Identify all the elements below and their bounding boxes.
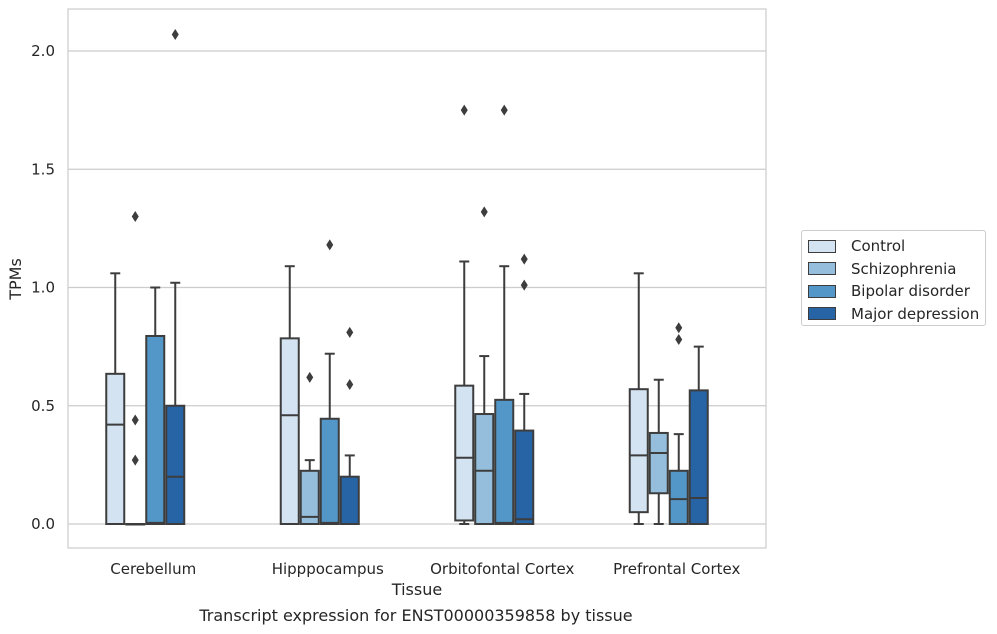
box-iqr (668, 469, 689, 526)
legend-item: Major depression (808, 303, 985, 326)
outlier-point (306, 371, 314, 383)
outlier-point (480, 206, 488, 218)
box-control (105, 272, 126, 526)
x-tick-label: Prefrontal Cortex (613, 560, 740, 578)
box-bipolar-disorder (145, 286, 166, 526)
x-tick-labels: Cerebellum Hipppocampus Orbitofontal Corte… (110, 560, 740, 578)
outlier-point (500, 104, 508, 116)
legend-item: Bipolar disorder (808, 280, 985, 303)
y-tick-label: 0.0 (31, 515, 55, 533)
outlier-point (326, 239, 334, 251)
box-iqr (454, 384, 475, 522)
box-control (628, 272, 649, 525)
y-tick-label: 1.5 (31, 160, 55, 178)
outlier-point (346, 378, 354, 390)
legend-item: Schizophrenia (808, 258, 985, 281)
legend-swatch (808, 239, 836, 253)
y-tick-labels: 0.0 0.5 1.0 1.5 2.0 (31, 42, 55, 533)
box-iqr (105, 372, 126, 526)
legend-swatch (808, 307, 836, 321)
box-iqr (628, 388, 649, 514)
box-major-depression (688, 345, 709, 525)
box-iqr (339, 475, 360, 526)
box-iqr (474, 413, 495, 525)
outlier-point (675, 322, 683, 334)
legend-item: Control (808, 235, 985, 258)
y-tick-label: 2.0 (31, 42, 55, 60)
box-schizophrenia (125, 211, 146, 526)
box-schizophrenia (474, 206, 495, 525)
box-control (454, 104, 475, 525)
outlier-point (131, 211, 139, 223)
legend-label: Schizophrenia (851, 259, 957, 278)
box-iqr (165, 404, 186, 525)
y-tick-label: 1.0 (31, 279, 55, 297)
box-bipolar-disorder (494, 104, 515, 525)
boxes (105, 28, 709, 526)
box-major-depression (339, 326, 360, 526)
legend-swatch (808, 284, 836, 298)
x-tick-label: Orbitofontal Cortex (430, 560, 574, 578)
x-axis-label: Tissue (391, 580, 442, 599)
box-schizophrenia (299, 371, 320, 526)
box-major-depression (514, 253, 535, 525)
chart-caption: Transcript expression for ENST0000035985… (199, 606, 633, 625)
box-bipolar-disorder (668, 322, 689, 526)
box-iqr (688, 389, 709, 525)
box-iqr (319, 417, 340, 526)
outlier-point (171, 28, 179, 40)
x-tick-label: Hipppocampus (272, 560, 384, 578)
legend-label: Control (851, 237, 906, 256)
box-major-depression (165, 28, 186, 525)
y-tick-label: 0.5 (31, 397, 55, 415)
legend: Control Schizophrenia Bipolar disorder Majo… (801, 230, 986, 326)
box-iqr (145, 334, 166, 526)
legend-label: Bipolar disorder (851, 282, 970, 301)
outlier-point (346, 326, 354, 338)
box-control (279, 265, 300, 525)
outlier-point (520, 253, 528, 265)
y-axis-label: TPMs (6, 258, 25, 301)
plot-frame (67, 8, 767, 549)
box-iqr (494, 398, 515, 525)
outlier-point (131, 454, 139, 466)
outlier-point (460, 104, 468, 116)
x-tick-label: Cerebellum (110, 560, 196, 578)
outlier-point (131, 414, 139, 426)
box-schizophrenia (648, 378, 669, 525)
box-iqr (299, 469, 320, 526)
legend-label: Major depression (851, 304, 980, 323)
outlier-point (520, 279, 528, 291)
box-bipolar-disorder (319, 239, 340, 526)
box-iqr (279, 337, 300, 525)
outlier-point (675, 334, 683, 346)
box-iqr (648, 431, 669, 495)
box-iqr (514, 429, 535, 525)
legend-swatch (808, 262, 836, 276)
